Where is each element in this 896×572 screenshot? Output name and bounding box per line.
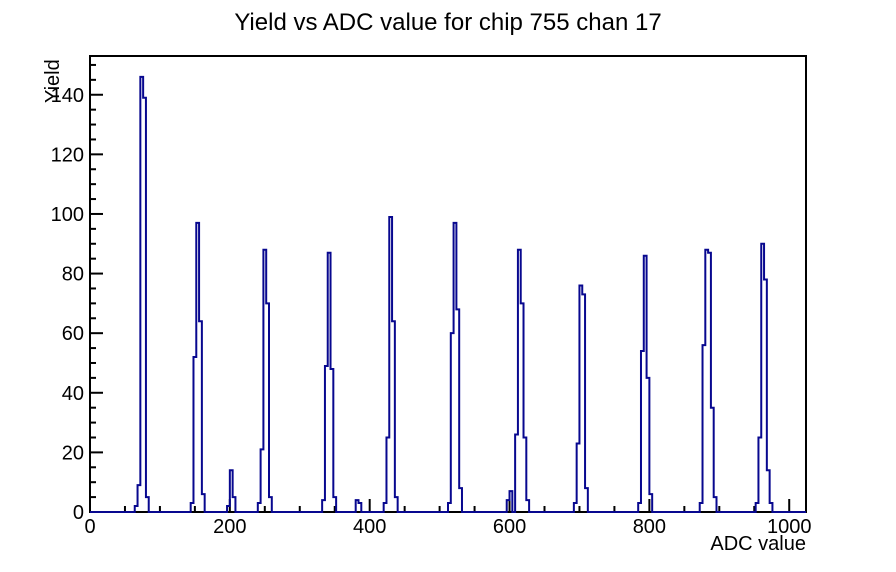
x-tick-label: 600	[493, 516, 526, 538]
x-axis-title: ADC value	[710, 533, 806, 555]
y-tick-label: 20	[62, 442, 84, 464]
x-tick-label: 800	[633, 516, 666, 538]
y-tick-label: 140	[51, 85, 84, 107]
y-tick-label: 0	[73, 502, 84, 524]
y-tick-label: 40	[62, 383, 84, 405]
x-tick-label: 0	[84, 516, 95, 538]
x-tick-label: 1000	[767, 516, 812, 538]
y-tick-label: 100	[51, 204, 84, 226]
y-tick-label: 80	[62, 264, 84, 286]
x-tick-label: 200	[213, 516, 246, 538]
y-tick-label: 60	[62, 323, 84, 345]
y-tick-label: 120	[51, 144, 84, 166]
x-tick-label: 400	[353, 516, 386, 538]
chart-title: Yield vs ADC value for chip 755 chan 17	[234, 9, 662, 36]
plot-frame	[89, 55, 807, 513]
histogram-outline	[90, 75, 806, 513]
